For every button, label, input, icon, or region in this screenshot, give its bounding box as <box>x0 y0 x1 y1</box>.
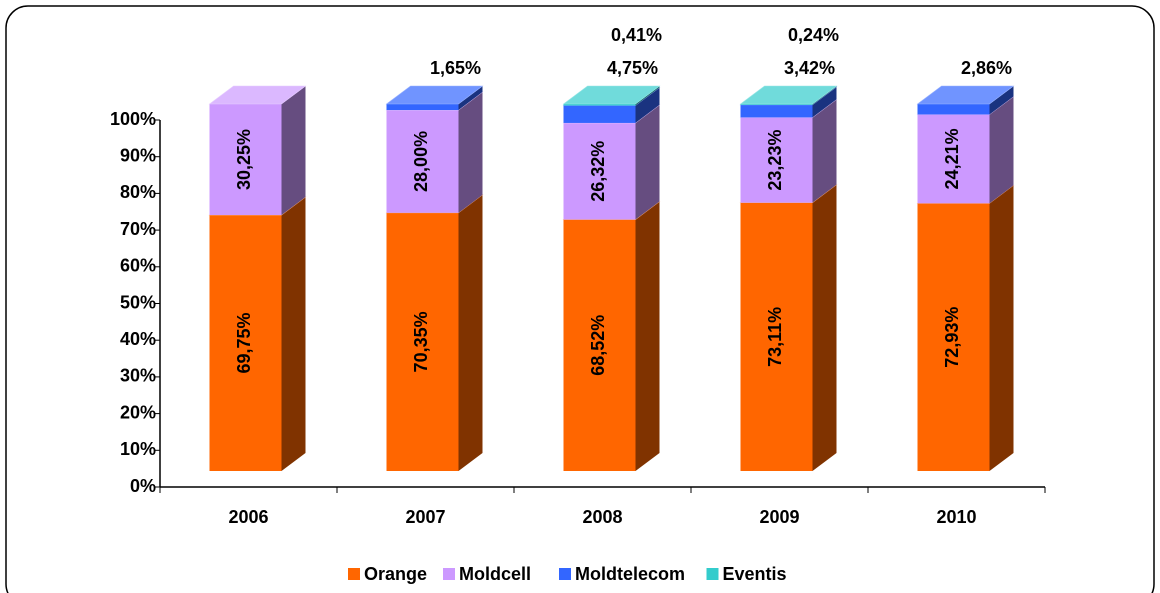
bar-top <box>739 85 838 105</box>
bar-top <box>385 85 484 105</box>
legend-swatch <box>706 568 719 580</box>
x-tick-label: 2007 <box>405 507 445 527</box>
bar-side <box>989 86 1014 115</box>
bar-segment <box>563 219 636 471</box>
bar-side <box>281 197 306 471</box>
y-tick-label: 10% <box>120 439 156 459</box>
data-label: 2,86% <box>961 58 1012 78</box>
data-label: 28,00% <box>411 131 431 192</box>
bar-segment <box>563 122 636 220</box>
legend-swatch <box>443 568 455 580</box>
data-label: 68,52% <box>588 315 608 376</box>
y-tick-label: 0% <box>130 476 156 496</box>
bar-side <box>812 86 837 118</box>
bar-segment <box>563 105 636 123</box>
y-tick-label: 50% <box>120 292 156 312</box>
legend-label: Moldtelecom <box>575 564 685 584</box>
bar-segment <box>740 117 813 203</box>
y-tick-label: 90% <box>120 145 156 165</box>
x-tick-label: 2010 <box>936 507 976 527</box>
bar-segment <box>386 104 459 111</box>
legend-label: Eventis <box>723 564 787 584</box>
bar-side <box>458 194 483 472</box>
x-tick-label: 2009 <box>759 507 799 527</box>
legend-label: Orange <box>364 564 427 584</box>
data-label: 0,24% <box>788 25 839 45</box>
bar-top <box>916 85 1015 105</box>
data-label: 0,41% <box>611 25 662 45</box>
bar-side <box>635 201 660 471</box>
bar-segment <box>917 203 990 471</box>
y-tick-label: 30% <box>120 366 156 386</box>
data-label: 69,75% <box>234 312 254 373</box>
y-tick-label: 70% <box>120 219 156 239</box>
data-label: 73,11% <box>765 307 785 367</box>
bar-top <box>208 85 307 105</box>
bar-side <box>989 185 1014 471</box>
bar-side <box>281 86 306 216</box>
data-label: 72,93% <box>942 307 962 368</box>
bar-segment <box>740 104 813 118</box>
data-label: 1,65% <box>430 58 481 78</box>
bar-side <box>458 92 483 213</box>
bar-top <box>562 85 661 105</box>
legend-label: Moldcell <box>459 564 531 584</box>
bar-segment <box>917 114 990 204</box>
bar-side <box>812 184 837 472</box>
y-tick-label: 40% <box>120 329 156 349</box>
bar-side <box>635 87 660 123</box>
bar-segment <box>209 104 282 216</box>
bar-segment <box>740 202 813 472</box>
data-label: 26,32% <box>588 141 608 202</box>
bar-segment <box>917 104 990 115</box>
data-label: 3,42% <box>784 58 835 78</box>
bar-side <box>989 96 1014 204</box>
data-label: 4,75% <box>607 58 658 78</box>
bar-segment <box>386 212 459 472</box>
bar-segment <box>209 215 282 471</box>
bar-side <box>458 86 483 111</box>
legend-swatch <box>348 568 360 580</box>
legend-swatch <box>559 568 571 580</box>
bar-segment <box>386 110 459 213</box>
y-tick-label: 60% <box>120 256 156 276</box>
data-label: 70,35% <box>411 311 431 372</box>
bar-side <box>812 99 837 203</box>
y-tick-label: 100% <box>110 109 156 129</box>
data-label: 24,21% <box>942 128 962 189</box>
y-tick-label: 20% <box>120 402 156 422</box>
x-tick-label: 2008 <box>582 507 622 527</box>
bar-side <box>635 104 660 220</box>
x-tick-label: 2006 <box>228 507 268 527</box>
bar-side <box>635 86 660 106</box>
bar-segment <box>740 104 813 105</box>
data-label: 30,25% <box>234 129 254 190</box>
data-label: 23,23% <box>765 130 785 191</box>
y-tick-label: 80% <box>120 182 156 202</box>
bar-segment <box>563 104 636 106</box>
